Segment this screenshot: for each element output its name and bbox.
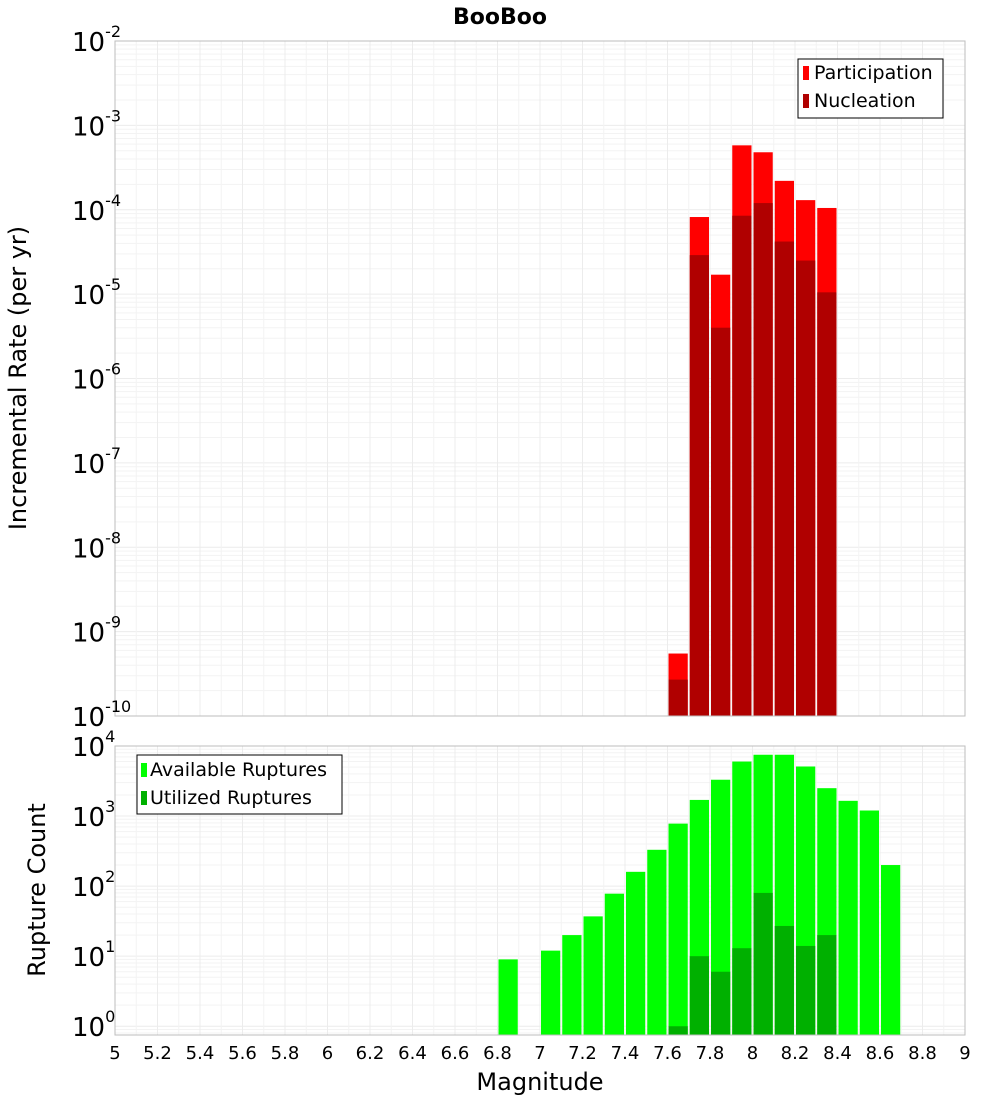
y-tick-label: 10-6: [72, 360, 121, 396]
x-tick-label: 7.8: [696, 1043, 725, 1064]
legend-label-participation: Participation: [814, 62, 933, 84]
bar-nucleation: [753, 203, 773, 716]
bar-utilized-ruptures: [711, 971, 731, 1035]
x-tick-label: 8.2: [781, 1043, 810, 1064]
y-tick-label: 10-5: [72, 275, 121, 311]
x-tick-label: 7.6: [653, 1043, 682, 1064]
y-tick-label: 104: [72, 727, 115, 763]
bottom-bars: [498, 754, 901, 1035]
top-grid: [114, 40, 966, 717]
bar-available-ruptures: [604, 893, 624, 1035]
bar-nucleation: [689, 255, 709, 716]
top-y-axis-label: Incremental Rate (per yr): [4, 226, 32, 530]
x-tick-label: 6.8: [483, 1043, 512, 1064]
chart-title: BooBoo: [453, 5, 547, 30]
top-legend: Participation Nucleation: [797, 58, 944, 119]
bar-nucleation: [817, 292, 837, 716]
x-tick-label: 5.4: [186, 1043, 215, 1064]
x-tick-label: 8: [747, 1043, 758, 1064]
x-tick-label: 6.4: [398, 1043, 427, 1064]
bar-available-ruptures: [859, 810, 879, 1035]
bottom-legend: Available Ruptures Utilized Ruptures: [136, 754, 343, 815]
y-tick-label: 10-9: [72, 613, 121, 649]
bar-nucleation: [711, 327, 731, 716]
legend-swatch-nucleation: [803, 94, 809, 108]
bar-available-ruptures: [711, 779, 731, 1035]
x-tick-label: 5.2: [143, 1043, 172, 1064]
x-tick-label: 5.8: [271, 1043, 300, 1064]
y-tick-label: 100: [72, 1007, 115, 1043]
bar-available-ruptures: [541, 950, 561, 1035]
x-tick-label: 5: [109, 1043, 120, 1064]
bar-available-ruptures: [881, 865, 901, 1035]
legend-label-utilized: Utilized Ruptures: [150, 787, 312, 809]
bottom-y-ticks: 104 103 102 101 100: [72, 727, 115, 1043]
x-ticks: 5 5.2 5.4 5.6 5.8 6 6.2 6.4 6.6 6.8 7 7.2 7.4 7.6 7.8 8…: [109, 1043, 970, 1064]
x-tick-label: 6.2: [356, 1043, 385, 1064]
y-tick-label: 10-10: [72, 697, 131, 733]
bar-utilized-ruptures: [774, 925, 794, 1035]
y-tick-label: 10-4: [72, 191, 121, 227]
bottom-y-axis-label: Rupture Count: [23, 803, 51, 977]
bar-available-ruptures: [626, 871, 646, 1035]
bottom-legend-box: [136, 754, 343, 815]
x-tick-label: 6.6: [441, 1043, 470, 1064]
x-tick-label: 6: [322, 1043, 333, 1064]
legend-label-nucleation: Nucleation: [814, 90, 916, 112]
y-tick-label: 10-2: [72, 22, 121, 58]
bar-available-ruptures: [562, 935, 582, 1035]
x-tick-label: 8.6: [866, 1043, 895, 1064]
x-tick-label: 7.2: [568, 1043, 597, 1064]
y-tick-label: 103: [72, 797, 115, 833]
bottom-plot-border: [114, 745, 966, 1036]
x-tick-label: 8.4: [823, 1043, 852, 1064]
bar-nucleation: [774, 241, 794, 717]
bar-nucleation: [732, 215, 752, 717]
bar-available-ruptures: [668, 823, 688, 1035]
top-plot: 10-2 10-3 10-4 10-5 10-6 10-7 10-8 10-9 10-10 In…: [4, 22, 966, 733]
legend-swatch-available: [141, 763, 147, 777]
bottom-plot: 104 103 102 101 100 Rupture Count Available …: [23, 727, 971, 1096]
y-tick-label: 10-7: [72, 444, 121, 480]
y-tick-label: 10-3: [72, 106, 121, 142]
bar-utilized-ruptures: [732, 948, 752, 1035]
y-tick-label: 102: [72, 867, 115, 903]
top-bars: [668, 145, 837, 717]
x-tick-label: 7: [534, 1043, 545, 1064]
legend-swatch-utilized: [141, 791, 147, 805]
bar-utilized-ruptures: [796, 945, 816, 1035]
y-tick-label: 101: [72, 937, 115, 973]
top-plot-border: [114, 40, 966, 717]
bar-utilized-ruptures: [668, 1026, 688, 1035]
bar-nucleation: [668, 679, 688, 716]
bar-utilized-ruptures: [689, 956, 709, 1035]
y-tick-label: 10-8: [72, 528, 121, 564]
bar-utilized-ruptures: [817, 935, 837, 1035]
x-tick-label: 5.6: [228, 1043, 257, 1064]
x-tick-label: 7.4: [611, 1043, 640, 1064]
bar-available-ruptures: [838, 800, 858, 1035]
x-tick-label: 8.8: [908, 1043, 937, 1064]
top-y-ticks: 10-2 10-3 10-4 10-5 10-6 10-7 10-8 10-9 10-10: [72, 22, 131, 733]
bar-available-ruptures: [498, 959, 518, 1035]
bar-available-ruptures: [583, 916, 603, 1035]
bar-utilized-ruptures: [753, 892, 773, 1035]
bar-nucleation: [796, 260, 816, 716]
legend-label-available: Available Ruptures: [150, 759, 327, 781]
legend-swatch-participation: [803, 66, 809, 80]
top-legend-box: [797, 58, 944, 119]
x-axis-label: Magnitude: [476, 1068, 603, 1096]
bar-available-ruptures: [647, 849, 667, 1035]
x-tick-label: 9: [959, 1043, 970, 1064]
